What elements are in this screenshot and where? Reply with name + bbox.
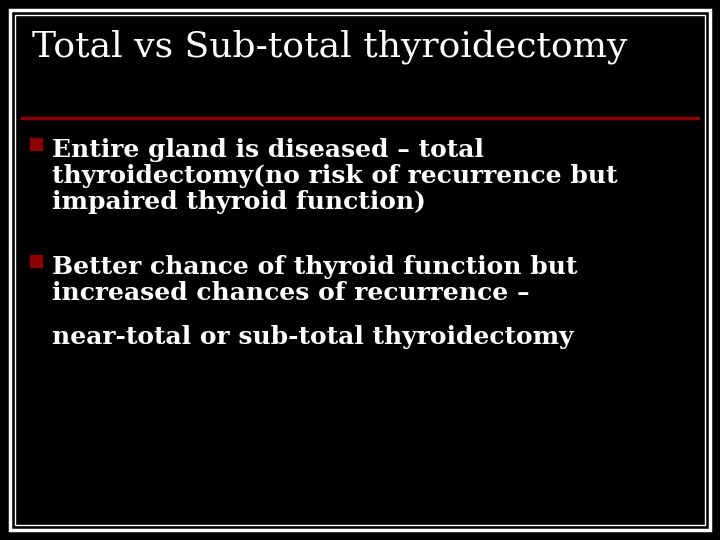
Bar [30, 138, 42, 150]
Text: Better chance of thyroid function but: Better chance of thyroid function but [52, 255, 577, 279]
Text: Total vs Sub-total thyroidectomy: Total vs Sub-total thyroidectomy [32, 30, 627, 64]
Text: impaired thyroid function): impaired thyroid function) [52, 190, 426, 214]
Text: increased chances of recurrence –: increased chances of recurrence – [52, 281, 530, 305]
Text: Entire gland is diseased – total: Entire gland is diseased – total [52, 138, 484, 162]
Text: thyroidectomy(no risk of recurrence but: thyroidectomy(no risk of recurrence but [52, 164, 618, 188]
Bar [30, 255, 42, 267]
Text: near-total or sub-total thyroidectomy: near-total or sub-total thyroidectomy [52, 325, 574, 349]
